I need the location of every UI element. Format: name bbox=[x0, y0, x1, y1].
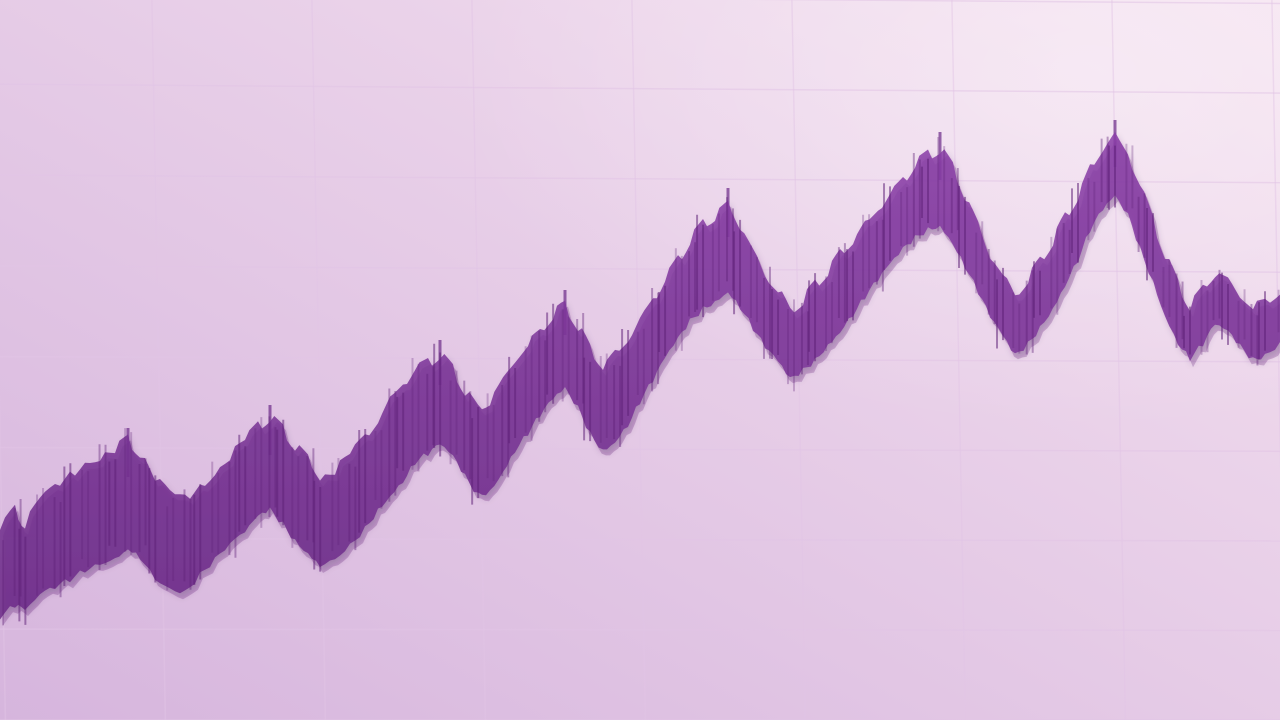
area-chart bbox=[0, 0, 1280, 720]
chart-container bbox=[0, 0, 1280, 720]
